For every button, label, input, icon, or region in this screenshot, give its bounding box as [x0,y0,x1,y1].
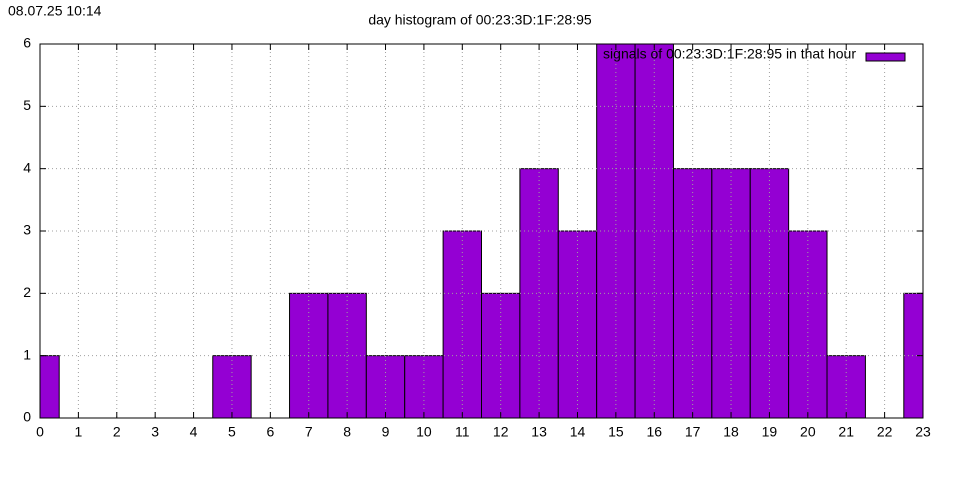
bar [826,355,866,418]
x-tick-label: 0 [36,424,44,440]
bar [212,355,252,418]
x-tick-label: 19 [762,424,778,440]
chart-title: day histogram of 00:23:3D:1F:28:95 [368,12,592,28]
y-tick-label: 4 [23,159,31,175]
x-tick-label: 13 [531,424,547,440]
x-tick-label: 1 [74,424,82,440]
timestamp: 08.07.25 10:14 [8,3,102,19]
x-tick-label: 5 [228,424,236,440]
legend-label: signals of 00:23:3D:1F:28:95 in that hou… [603,46,856,62]
x-tick-label: 15 [608,424,624,440]
x-tick-label: 2 [113,424,121,440]
bar [365,355,406,418]
x-tick-label: 9 [382,424,390,440]
legend-swatch [865,52,906,62]
y-tick-label: 2 [23,284,31,300]
x-tick-label: 12 [493,424,509,440]
x-tick-label: 22 [877,424,893,440]
x-tick-label: 4 [190,424,198,440]
x-tick-label: 18 [723,424,739,440]
y-tick-label: 3 [23,222,31,238]
plot-area [40,44,923,418]
x-tick-label: 3 [151,424,159,440]
x-tick-label: 8 [343,424,351,440]
bar [40,355,60,418]
y-tick-label: 6 [23,35,31,51]
x-tick-label: 20 [800,424,816,440]
x-tick-label: 16 [646,424,662,440]
y-tick-label: 0 [23,409,31,425]
y-tick-label: 5 [23,97,31,113]
x-tick-label: 23 [915,424,931,440]
x-tick-label: 14 [570,424,586,440]
x-tick-label: 6 [266,424,274,440]
x-tick-label: 11 [455,424,470,440]
x-tick-label: 17 [685,424,701,440]
x-tick-label: 21 [838,424,854,440]
bar [634,44,674,418]
x-tick-label: 7 [305,424,313,440]
y-tick-label: 1 [23,346,31,362]
x-tick-label: 10 [416,424,432,440]
